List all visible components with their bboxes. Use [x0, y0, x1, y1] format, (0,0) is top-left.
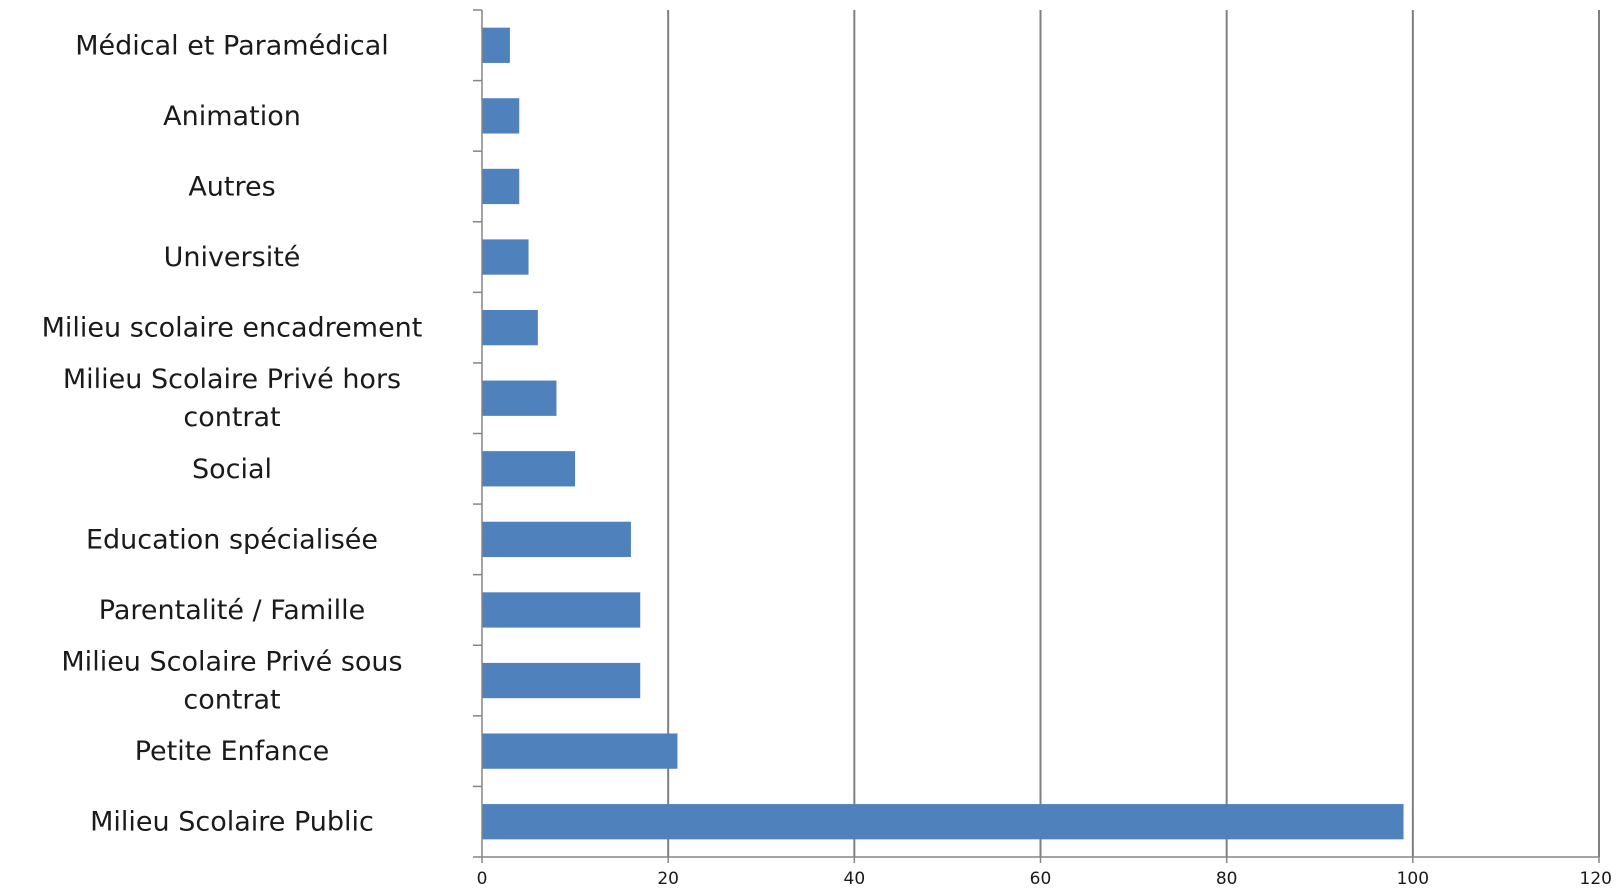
- bar-2: [482, 168, 520, 205]
- category-label: Université: [164, 242, 301, 273]
- category-label-line: Milieu Scolaire Public: [90, 806, 374, 837]
- bar-7: [482, 521, 631, 558]
- category-label: Animation: [163, 100, 301, 131]
- category-label: Petite Enfance: [135, 736, 330, 767]
- category-label: Education spécialisée: [86, 524, 378, 555]
- axes: [473, 9, 1600, 863]
- bar-0: [482, 27, 510, 63]
- bar-4: [482, 309, 538, 346]
- x-tick-label: 120: [1580, 869, 1612, 889]
- category-label: Médical et Paramédical: [75, 30, 389, 61]
- x-tick-label: 60: [1030, 869, 1052, 889]
- category-label-line: Milieu Scolaire Privé sous: [61, 646, 402, 677]
- category-label: Milieu Scolaire Privé sous contrat: [61, 646, 402, 715]
- x-tick-label: 0: [477, 869, 488, 889]
- category-label-line: Autres: [188, 171, 275, 202]
- category-label: Autres: [188, 171, 275, 202]
- gridlines: [667, 10, 1600, 857]
- bar-3: [482, 239, 529, 275]
- category-label: Milieu Scolaire Privé hors contrat: [63, 364, 401, 433]
- category-label: Milieu Scolaire Public: [90, 806, 374, 837]
- x-tick-labels: 0 20 40 60 80 100 120: [477, 869, 1612, 889]
- x-tick-label: 40: [844, 869, 866, 889]
- category-label: Milieu scolaire encadrement: [42, 312, 423, 343]
- category-label: Social: [192, 453, 272, 484]
- category-labels: Médical et Paramédical Animation Autres Uni…: [42, 30, 423, 837]
- category-label-line: contrat: [183, 402, 280, 433]
- category-label-line: Petite Enfance: [135, 736, 330, 767]
- bar-6: [482, 451, 576, 487]
- bar-1: [482, 98, 520, 134]
- category-label-line: Social: [192, 453, 272, 484]
- bar-9: [482, 662, 641, 699]
- x-tick-label: 80: [1216, 869, 1238, 889]
- category-label-line: Université: [164, 242, 301, 273]
- bars: [482, 27, 1404, 840]
- bar-5: [482, 380, 557, 416]
- x-tick-label: 100: [1397, 869, 1429, 889]
- category-label-line: Médical et Paramédical: [75, 30, 389, 61]
- bar-11: [482, 804, 1404, 840]
- bar-10: [482, 733, 678, 769]
- category-label-line: Animation: [163, 100, 301, 131]
- bar-8: [482, 592, 641, 628]
- category-label-line: Education spécialisée: [86, 524, 378, 555]
- category-label-line: contrat: [183, 684, 280, 715]
- category-label-line: Milieu Scolaire Privé hors: [63, 364, 401, 395]
- category-label-line: Parentalité / Famille: [99, 594, 365, 625]
- category-label-line: Milieu scolaire encadrement: [42, 312, 423, 343]
- category-label: Parentalité / Famille: [99, 594, 365, 625]
- x-tick-label: 20: [657, 869, 679, 889]
